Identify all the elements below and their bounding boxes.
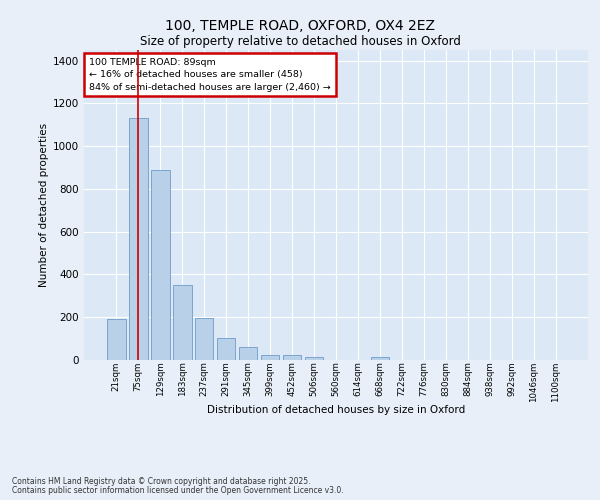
- Bar: [371, 358, 389, 360]
- Bar: [151, 170, 170, 360]
- Bar: [239, 347, 257, 360]
- Text: Contains HM Land Registry data © Crown copyright and database right 2025.: Contains HM Land Registry data © Crown c…: [12, 477, 311, 486]
- Text: 100, TEMPLE ROAD, OXFORD, OX4 2EZ: 100, TEMPLE ROAD, OXFORD, OX4 2EZ: [165, 19, 435, 33]
- Bar: [107, 320, 125, 360]
- Bar: [283, 356, 301, 360]
- Bar: [129, 118, 148, 360]
- Text: 100 TEMPLE ROAD: 89sqm
← 16% of detached houses are smaller (458)
84% of semi-de: 100 TEMPLE ROAD: 89sqm ← 16% of detached…: [89, 58, 331, 92]
- X-axis label: Distribution of detached houses by size in Oxford: Distribution of detached houses by size …: [207, 404, 465, 414]
- Bar: [261, 354, 280, 360]
- Bar: [305, 357, 323, 360]
- Bar: [195, 318, 214, 360]
- Text: Contains public sector information licensed under the Open Government Licence v3: Contains public sector information licen…: [12, 486, 344, 495]
- Text: Size of property relative to detached houses in Oxford: Size of property relative to detached ho…: [140, 35, 460, 48]
- Bar: [217, 338, 235, 360]
- Bar: [173, 285, 191, 360]
- Y-axis label: Number of detached properties: Number of detached properties: [39, 123, 49, 287]
